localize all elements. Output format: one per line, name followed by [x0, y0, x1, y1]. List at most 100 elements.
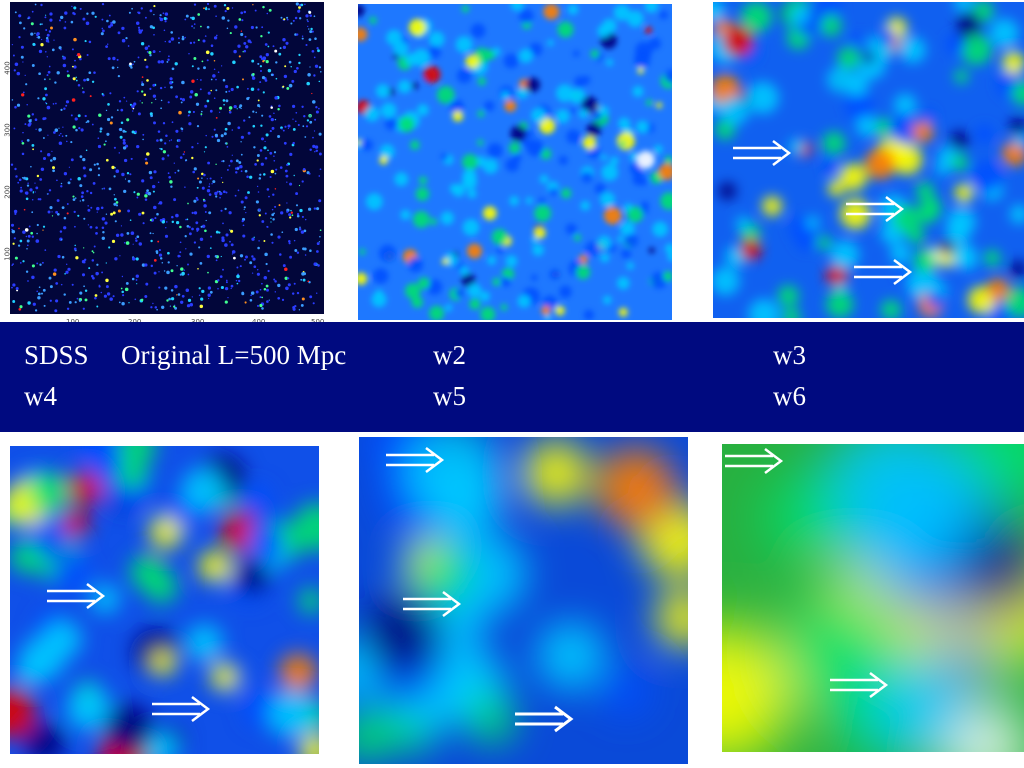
density-blob [543, 4, 560, 20]
density-blob [107, 57, 111, 61]
density-blob [145, 65, 149, 69]
density-blob [113, 202, 117, 206]
density-blob [626, 262, 634, 270]
density-blob [317, 264, 320, 267]
density-blob [220, 65, 223, 67]
density-blob [1001, 140, 1024, 167]
density-blob [43, 304, 46, 307]
density-blob [58, 19, 62, 22]
density-blob [213, 97, 216, 99]
density-blob [11, 286, 13, 289]
density-blob [270, 233, 273, 236]
density-blob [47, 210, 51, 214]
density-blob [107, 103, 110, 106]
density-blob [722, 625, 792, 752]
double-arrow-icon [386, 447, 445, 473]
density-blob [15, 175, 18, 178]
density-blob [177, 37, 180, 40]
density-blob [161, 157, 165, 161]
density-blob [13, 209, 18, 214]
density-blob [105, 45, 108, 48]
density-blob [220, 209, 223, 212]
density-blob [197, 67, 200, 70]
density-blob [56, 212, 60, 216]
density-blob [140, 298, 144, 302]
density-blob [185, 14, 189, 18]
density-blob [990, 18, 1019, 48]
density-blob [191, 156, 194, 160]
density-blob [184, 18, 187, 21]
density-blob [1005, 287, 1024, 318]
density-blob [315, 106, 318, 109]
density-blob [206, 59, 209, 62]
density-blob [960, 34, 992, 66]
density-blob [284, 125, 287, 128]
density-blob [92, 251, 95, 254]
density-blob [304, 136, 307, 138]
density-blob [184, 36, 186, 39]
density-blob [159, 17, 164, 22]
density-blob [205, 6, 208, 9]
density-blob [314, 118, 317, 121]
density-blob [71, 5, 73, 8]
density-blob [256, 159, 259, 162]
density-blob [30, 32, 34, 36]
density-blob [837, 46, 861, 70]
density-blob [264, 156, 268, 160]
density-blob [487, 256, 496, 265]
density-blob [268, 8, 272, 12]
density-blob [205, 134, 207, 137]
density-blob [57, 254, 61, 259]
density-blob [419, 176, 427, 185]
density-blob [71, 48, 74, 51]
density-blob [958, 251, 977, 270]
density-blob [189, 252, 193, 256]
density-blob [36, 290, 38, 293]
density-blob [206, 25, 210, 29]
density-blob [197, 13, 201, 16]
density-blob [101, 18, 104, 21]
density-blob [136, 196, 139, 199]
density-blob [247, 87, 249, 90]
density-blob [81, 273, 86, 277]
density-blob [38, 72, 41, 76]
density-blob [53, 268, 57, 272]
density-blob [188, 225, 191, 229]
density-blob [125, 241, 130, 245]
density-blob [255, 290, 259, 294]
density-blob [247, 191, 250, 194]
density-blob [266, 188, 270, 191]
density-blob [10, 541, 41, 574]
density-blob [77, 214, 80, 217]
density-blob [176, 294, 178, 296]
density-blob [260, 124, 263, 127]
density-blob [224, 286, 229, 291]
density-blob [240, 170, 243, 173]
density-blob [971, 161, 1003, 193]
density-blob [640, 201, 650, 210]
density-blob [203, 66, 206, 70]
density-blob [183, 151, 186, 153]
density-blob [63, 172, 68, 176]
density-blob [878, 27, 897, 46]
density-blob [158, 286, 161, 289]
density-blob [145, 731, 179, 754]
double-arrow-icon [854, 259, 913, 285]
density-blob [149, 53, 152, 57]
density-blob [146, 152, 150, 156]
density-blob [222, 268, 224, 271]
density-blob [93, 163, 96, 166]
density-blob [308, 28, 310, 30]
density-blob [440, 211, 454, 225]
density-blob [265, 262, 268, 266]
density-blob [293, 174, 295, 177]
density-blob [138, 242, 143, 246]
density-blob [318, 199, 322, 203]
density-blob [417, 104, 429, 116]
density-blob [238, 279, 241, 283]
density-blob [559, 285, 572, 299]
density-blob [62, 56, 66, 60]
density-blob [26, 248, 28, 250]
density-blob [205, 219, 207, 222]
density-blob [921, 109, 936, 124]
